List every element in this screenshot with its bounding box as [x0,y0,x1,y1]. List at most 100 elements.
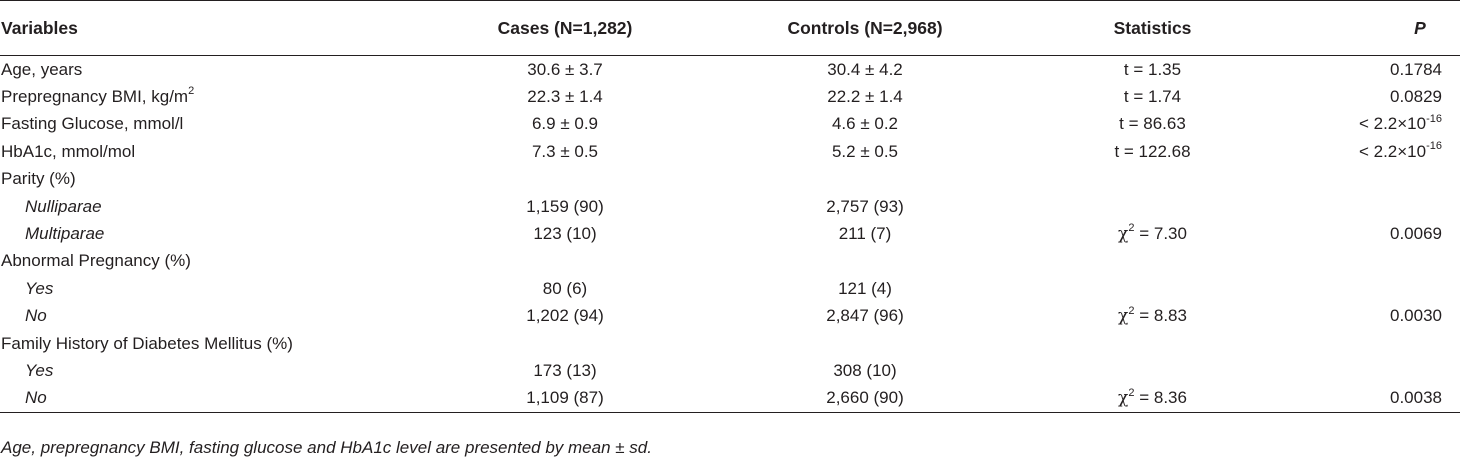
table-row: Parity (%) [0,166,1460,193]
cell-variable: Abnormal Pregnancy (%) [1,251,191,271]
cell-controls: 2,757 (93) [826,196,904,216]
cell-p: 0.0069 [1390,224,1442,244]
header-cases: Cases (N=1,282) [497,17,633,38]
cell-variable: Yes [25,360,54,380]
cell-statistics [1015,193,1290,220]
cell-cases: 1,202 (94) [526,306,604,326]
table-row: Fasting Glucose, mmol/l 6.9 ± 0.9 4.6 ± … [0,111,1460,138]
chi-superscript: 2 [1128,222,1135,235]
header-variables: Variables [1,17,78,38]
cell-cases: 173 (13) [533,360,597,380]
cell-variable: Family History of Diabetes Mellitus (%) [1,333,293,353]
table-row: HbA1c, mmol/mol 7.3 ± 0.5 5.2 ± 0.5 t = … [0,138,1460,165]
data-table-container: Variables Cases (N=1,282) Controls (N=2,… [0,0,1460,413]
cell-p-superscript: -16 [1426,112,1442,125]
cell-variable: Multiparae [25,224,105,244]
table-row: Prepregnancy BMI, kg/m2 22.3 ± 1.4 22.2 … [0,83,1460,110]
cell-variable: Prepregnancy BMI, kg/m2 [0,83,415,110]
cell-statistics [1015,357,1290,384]
cell-variable: No [25,306,47,326]
cell-variable-text: Prepregnancy BMI, kg/m [1,87,189,107]
cell-variable: HbA1c, mmol/mol [1,141,136,161]
cell-controls: 308 (10) [833,360,897,380]
chi-superscript: 2 [1128,304,1135,317]
table-row: No 1,202 (94) 2,847 (96) χ2 = 8.83 0.003… [0,303,1460,330]
cell-p-text: < 2.2×10 [1358,141,1427,161]
cell-p [1290,166,1460,193]
cell-cases [415,166,715,193]
chi-symbol: χ [1118,388,1129,409]
cell-controls: 2,847 (96) [826,306,904,326]
statistic-value: = 8.83 [1134,306,1187,326]
table-footnote: Age, prepregnancy BMI, fasting glucose a… [1,438,652,457]
cell-cases: 7.3 ± 0.5 [531,141,599,161]
table-row: Yes 80 (6) 121 (4) [0,275,1460,302]
table-row: Age, years 30.6 ± 3.7 30.4 ± 4.2 t = 1.3… [0,56,1460,84]
table-row: Nulliparae 1,159 (90) 2,757 (93) [0,193,1460,220]
table-row: Abnormal Pregnancy (%) [0,248,1460,275]
characteristics-table: Variables Cases (N=1,282) Controls (N=2,… [0,0,1460,413]
cell-variable: Fasting Glucose, mmol/l [1,114,184,134]
cell-statistics: t = 1.35 [1123,59,1182,79]
cell-p: < 2.2×10-16 [1290,111,1460,138]
chi-symbol: χ [1118,224,1129,245]
cell-statistics [1015,275,1290,302]
cell-controls: 30.4 ± 4.2 [827,59,903,79]
table-header-row: Variables Cases (N=1,282) Controls (N=2,… [0,0,1460,56]
statistic-value: = 8.36 [1134,388,1187,408]
cell-controls: 2,660 (90) [826,388,904,408]
cell-statistics: χ2 = 7.30 [1015,220,1290,247]
cell-statistics: t = 1.74 [1123,87,1182,107]
cell-statistics [1015,248,1290,275]
cell-statistics [1015,330,1290,357]
cell-p: < 2.2×10-16 [1290,138,1460,165]
cell-p [1290,193,1460,220]
table-row: No 1,109 (87) 2,660 (90) χ2 = 8.36 0.003… [0,385,1460,413]
cell-cases: 6.9 ± 0.9 [531,114,599,134]
header-p: P [1414,17,1426,38]
header-statistics: Statistics [1113,17,1192,38]
cell-cases: 30.6 ± 3.7 [527,59,603,79]
cell-p-text: < 2.2×10 [1358,114,1427,134]
cell-controls: 5.2 ± 0.5 [831,141,899,161]
cell-p: 0.0030 [1390,306,1442,326]
cell-p: 0.0038 [1390,388,1442,408]
cell-p [1290,248,1460,275]
cell-cases: 1,109 (87) [526,388,604,408]
cell-variable-superscript: 2 [188,85,195,98]
cell-controls: 121 (4) [838,278,892,298]
cell-cases: 80 (6) [542,278,588,298]
cell-variable: No [25,388,47,408]
chi-superscript: 2 [1128,386,1135,399]
cell-cases [415,248,715,275]
cell-statistics: t = 122.68 [1114,141,1191,161]
cell-variable: Parity (%) [1,169,76,189]
cell-controls [715,166,1015,193]
cell-variable: Age, years [1,59,83,79]
cell-controls: 22.2 ± 1.4 [827,87,903,107]
cell-cases: 123 (10) [533,224,597,244]
cell-cases: 1,159 (90) [526,196,604,216]
cell-statistics [1015,166,1290,193]
cell-controls [715,248,1015,275]
table-row: Family History of Diabetes Mellitus (%) [0,330,1460,357]
cell-controls [715,330,1015,357]
cell-variable: Yes [25,278,54,298]
cell-cases: 22.3 ± 1.4 [527,87,603,107]
cell-controls: 4.6 ± 0.2 [831,114,899,134]
table-row: Multiparae 123 (10) 211 (7) χ2 = 7.30 0.… [0,220,1460,247]
cell-p-superscript: -16 [1426,140,1442,153]
cell-variable: Nulliparae [25,196,102,216]
table-row: Yes 173 (13) 308 (10) [0,357,1460,384]
cell-p [1290,357,1460,384]
header-controls: Controls (N=2,968) [787,17,943,38]
cell-statistics: χ2 = 8.36 [1015,385,1290,413]
cell-p: 0.1784 [1390,59,1442,79]
cell-statistics: t = 86.63 [1119,114,1186,134]
cell-p: 0.0829 [1390,87,1442,107]
cell-cases [415,330,715,357]
statistic-value: = 7.30 [1134,224,1187,244]
cell-statistics: χ2 = 8.83 [1015,303,1290,330]
cell-p [1290,330,1460,357]
cell-p [1290,275,1460,302]
